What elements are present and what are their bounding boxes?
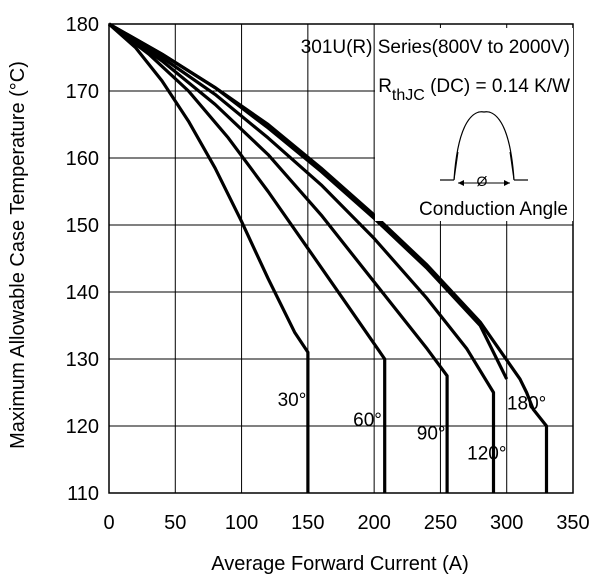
y-tick-label: 120 xyxy=(66,416,99,438)
curve-label: 120° xyxy=(467,444,506,465)
rth-prefix: R xyxy=(378,76,392,97)
y-tick-label: 140 xyxy=(66,282,99,304)
curve-label: 30° xyxy=(278,390,307,411)
inset-hatch-right xyxy=(509,151,515,181)
y-axis-title: Maximum Allowable Case Temperature (°C) xyxy=(7,61,29,449)
curves: 30° 60° 90° 120° 180° xyxy=(107,22,549,493)
inset-sine-curve xyxy=(453,111,515,181)
series-note: 301U(R) Series(800V to 2000V) xyxy=(301,37,570,58)
inset-hatch-left xyxy=(453,151,459,181)
curve-label: 180° xyxy=(507,393,546,414)
y-tick-label: 130 xyxy=(66,349,99,371)
curve-90deg xyxy=(108,22,449,493)
conduction-angle-diagram: Ø xyxy=(440,111,528,189)
x-axis-title: Average Forward Current (A) xyxy=(211,553,469,575)
conduction-angle-label: Conduction Angle xyxy=(419,199,568,220)
y-tick-label: 150 xyxy=(66,215,99,237)
annotation-box xyxy=(375,28,573,221)
rth-suffix: (DC) = 0.14 K/W xyxy=(425,76,570,97)
x-tick-label: 150 xyxy=(291,512,324,534)
rth-note: RthJC (DC) = 0.14 K/W xyxy=(378,76,570,104)
inset-arrowhead-right xyxy=(504,180,510,186)
y-tick-label: 160 xyxy=(66,148,99,170)
curve-120deg xyxy=(108,22,496,493)
x-tick-label: 50 xyxy=(164,512,186,534)
plot-frame xyxy=(108,23,574,494)
curve-dc xyxy=(108,22,549,493)
inset-arrowhead-left xyxy=(458,180,464,186)
inset-angle-symbol: Ø xyxy=(477,173,488,189)
curve-60deg xyxy=(108,22,387,493)
x-tick-label: 0 xyxy=(103,512,114,534)
x-tick-label: 350 xyxy=(556,512,589,534)
axes: 0 50 100 150 200 250 300 350 110 120 130 140 150 160 1… xyxy=(66,14,590,534)
y-tick-label: 180 xyxy=(66,14,99,36)
y-tick-label: 110 xyxy=(67,483,99,505)
x-tick-label: 250 xyxy=(424,512,457,534)
curve-label: 90° xyxy=(417,423,446,444)
x-tick-label: 300 xyxy=(490,512,523,534)
curve-label: 60° xyxy=(353,410,382,431)
rth-subscript: thJC xyxy=(392,87,425,104)
curve-30deg xyxy=(107,22,310,493)
y-tick-label: 170 xyxy=(66,81,99,103)
x-tick-label: 200 xyxy=(357,512,390,534)
x-tick-label: 100 xyxy=(225,512,258,534)
